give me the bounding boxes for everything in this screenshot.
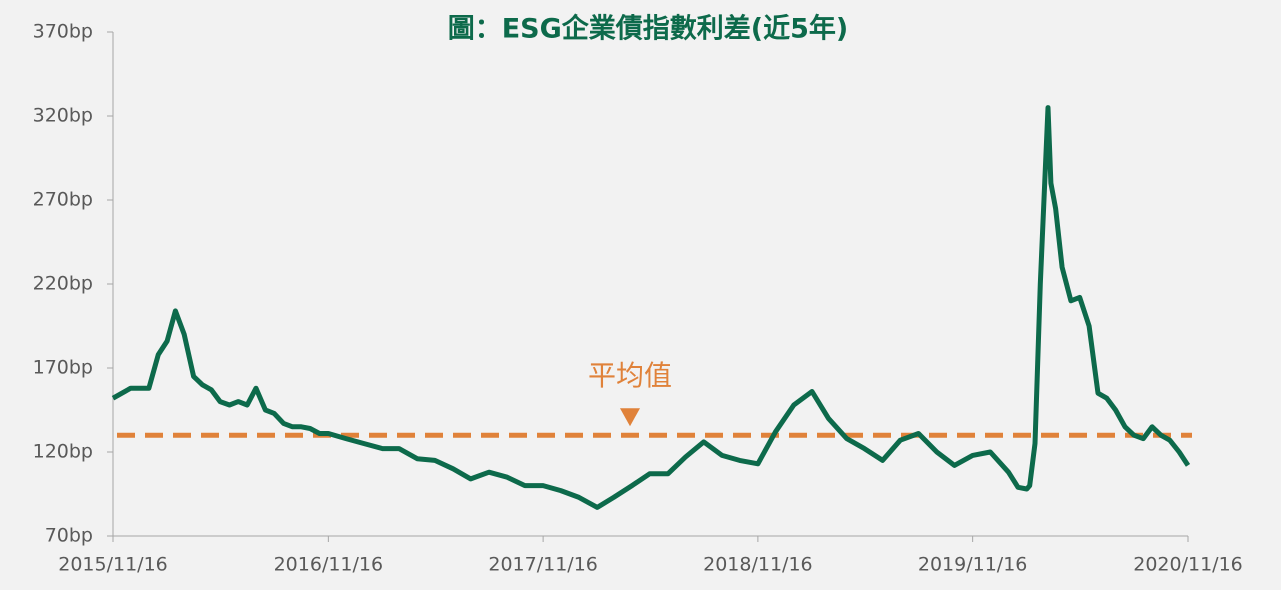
series-line — [111, 105, 1191, 510]
x-tick-label: 2018/11/16 — [703, 554, 813, 576]
average-marker — [620, 408, 640, 427]
y-tick-label: 170bp — [33, 357, 93, 379]
y-tick-label: 270bp — [33, 189, 93, 211]
y-tick-label: 120bp — [33, 441, 93, 463]
x-tick-label: 2017/11/16 — [488, 554, 598, 576]
x-tick-label: 2020/11/16 — [1133, 554, 1243, 576]
y-tick-label: 220bp — [33, 273, 93, 295]
x-tick-label: 2019/11/16 — [918, 554, 1028, 576]
y-tick-label: 320bp — [33, 105, 93, 127]
y-tick-label: 70bp — [45, 525, 93, 547]
y-tick-label: 370bp — [33, 21, 93, 43]
x-tick-label: 2016/11/16 — [274, 554, 384, 576]
chart-title: 圖：ESG企業債指數利差(近5年) — [448, 13, 849, 45]
average-label: 平均值 — [588, 359, 672, 392]
x-tick-label: 2015/11/16 — [58, 554, 168, 576]
